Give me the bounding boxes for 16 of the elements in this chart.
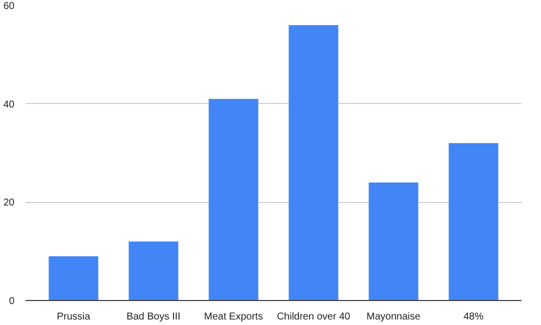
bar bbox=[448, 143, 498, 300]
bar bbox=[48, 256, 98, 300]
y-tick-label: 60 bbox=[3, 1, 15, 12]
bar bbox=[208, 98, 258, 300]
x-tick-label: Mayonnaise bbox=[366, 312, 421, 322]
y-tick-label: 40 bbox=[3, 99, 15, 110]
x-tick-label: Meat Exports bbox=[204, 312, 263, 322]
y-tick-label: 0 bbox=[8, 296, 15, 307]
y-tick-label: 20 bbox=[3, 198, 15, 209]
bar bbox=[128, 242, 178, 300]
x-tick-label: Bad Boys III bbox=[126, 312, 180, 322]
x-tick-label: Prussia bbox=[56, 312, 91, 322]
bar bbox=[368, 182, 418, 300]
x-tick-label: Children over 40 bbox=[276, 312, 351, 322]
bar bbox=[288, 25, 338, 300]
x-tick-label: 48% bbox=[463, 312, 484, 322]
